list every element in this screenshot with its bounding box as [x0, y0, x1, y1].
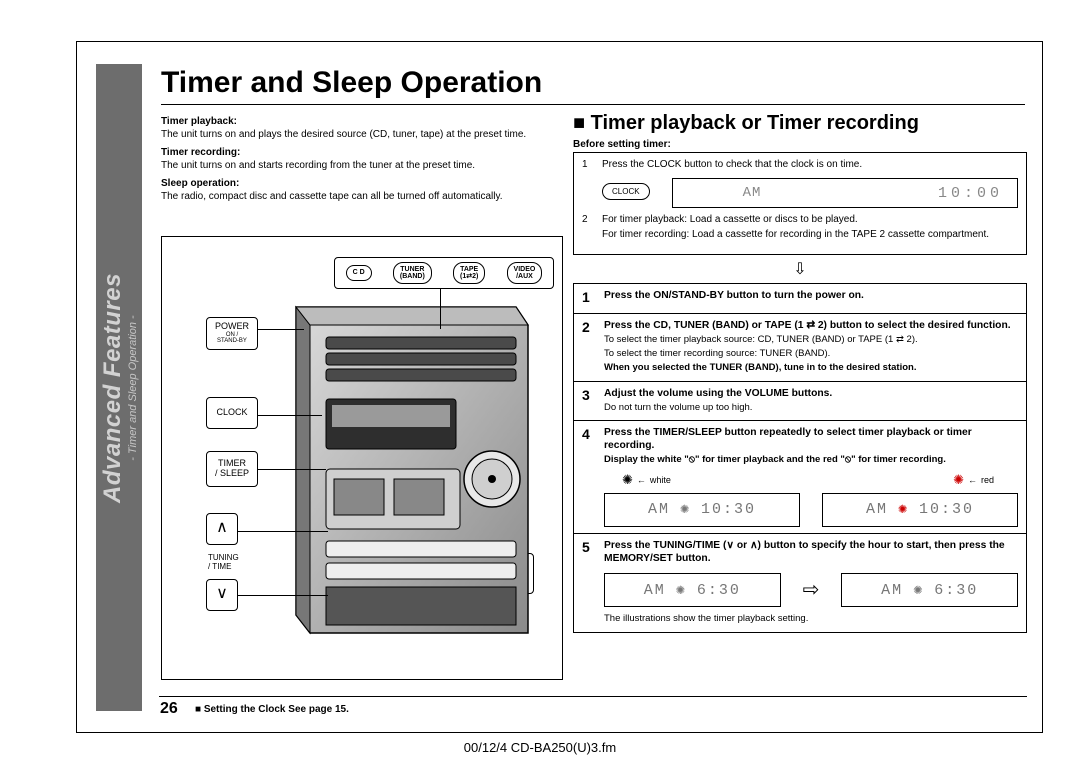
page-title: Timer and Sleep Operation	[161, 66, 542, 100]
step-number: 1	[582, 289, 596, 307]
lcd-time: 6:30	[934, 581, 978, 600]
section-title: ■ Timer playback or Timer recording	[573, 112, 1027, 135]
lcd-display: AM ✺ 6:30	[841, 573, 1018, 607]
clock-label: CLOCK	[206, 397, 258, 429]
step-row: 3 Adjust the volume using the VOLUME but…	[574, 381, 1026, 420]
step-sub: To select the timer playback source: CD,…	[604, 334, 1018, 346]
timer-sleep-label: TIMER / SLEEP	[206, 451, 258, 487]
footer-reference: ■ Setting the Clock See page 15.	[195, 704, 349, 715]
pre-step-text: For timer playback: Load a cassette or d…	[602, 214, 1018, 225]
before-setting-box: 1 Press the CLOCK button to check that t…	[573, 152, 1027, 255]
pre-step-num	[582, 229, 594, 240]
step-row: 1 Press the ON/STAND-BY button to turn t…	[574, 284, 1026, 313]
tuner-button: TUNER (BAND)	[393, 262, 432, 285]
tuning-time-label: TUNING / TIME	[208, 553, 239, 571]
power-label-text: POWER	[209, 322, 255, 332]
lcd-pair: AM ✺ 10:30 AM ✺ 10:30	[604, 493, 1018, 527]
lcd-clock: AM 10:00	[672, 178, 1018, 208]
step-text: Press the TUNING/TIME (∨ or ∧) button to…	[604, 540, 1005, 564]
lcd-am: AM	[866, 500, 888, 519]
step-text: Press the TIMER/SLEEP button repeatedly …	[604, 427, 972, 451]
sidebar: Advanced Features - Timer and Sleep Oper…	[96, 64, 142, 711]
clock-button-icon: CLOCK	[602, 183, 650, 200]
up-arrow-label: ∧	[206, 513, 238, 545]
step-sub: Do not turn the volume up too high.	[604, 402, 1018, 414]
down-arrow-label: ∨	[206, 579, 238, 611]
lcd-am: AM	[644, 581, 666, 600]
desc-text: The unit turns on and starts recording f…	[161, 160, 563, 173]
lcd-pair: AM ✺ 6:30 ⇨ AM ✺ 6:30	[604, 573, 1018, 607]
stereo-diagram: C D TUNER (BAND) TAPE (1⇄2) VIDEO /AUX P…	[161, 236, 563, 680]
lcd-time: 10:30	[701, 500, 756, 519]
step-row: 4 Press the TIMER/SLEEP button repeatedl…	[574, 420, 1026, 533]
pre-step-num: 1	[582, 159, 594, 170]
section-title-text: Timer playback or Timer recording	[591, 112, 919, 134]
lcd-time: 10:30	[919, 500, 974, 519]
step-row: 5 Press the TUNING/TIME (∨ or ∧) button …	[574, 533, 1026, 632]
step-text: Adjust the volume using the VOLUME butto…	[604, 388, 832, 399]
cd-button: C D	[346, 265, 372, 280]
step-sub: Display the white "⦸" for timer playback…	[604, 454, 1018, 466]
step-sub: When you selected the TUNER (BAND), tune…	[604, 362, 1018, 374]
pre-step-num: 2	[582, 214, 594, 225]
lcd-time: 6:30	[697, 581, 741, 600]
title-rule	[161, 104, 1025, 105]
footer-rule	[159, 696, 1027, 697]
page-footer: 00/12/4 CD-BA250(U)3.fm	[0, 740, 1080, 755]
tape-button: TAPE (1⇄2)	[453, 262, 485, 285]
sidebar-subtitle: - Timer and Sleep Operation -	[127, 273, 139, 503]
pre-step-text: Press the CLOCK button to check that the…	[602, 159, 1018, 170]
lcd-am: AM	[881, 581, 903, 600]
desc-text: The radio, compact disc and cassette tap…	[161, 191, 563, 204]
step-number: 5	[582, 539, 596, 626]
desc-text: The unit turns on and plays the desired …	[161, 129, 563, 142]
page-number: 26	[160, 700, 178, 718]
lcd-display: AM ✺ 6:30	[604, 573, 781, 607]
white-indicator-label: white	[650, 475, 671, 487]
step-note: The illustrations show the timer playbac…	[604, 613, 1018, 625]
sidebar-title: Advanced Features	[99, 273, 127, 503]
step-text: Press the CD, TUNER (BAND) or TAPE (1 ⇄ …	[604, 320, 1011, 331]
down-arrow-icon: ⇩	[573, 259, 1027, 279]
desc-heading: Timer playback:	[161, 116, 563, 129]
step-sub: To select the timer recording source: TU…	[604, 348, 1018, 360]
source-selector-callout: C D TUNER (BAND) TAPE (1⇄2) VIDEO /AUX	[334, 257, 554, 289]
before-setting-heading: Before setting timer:	[573, 139, 1027, 150]
step-text: Press the ON/STAND-BY button to turn the…	[604, 290, 864, 301]
steps-table: 1 Press the ON/STAND-BY button to turn t…	[573, 283, 1027, 633]
step-number: 2	[582, 319, 596, 375]
lcd-am: AM	[743, 185, 762, 201]
power-label: POWER ON / STAND-BY	[206, 317, 258, 350]
lcd-am: AM	[648, 500, 670, 519]
red-indicator-label: red	[981, 475, 994, 487]
pre-step-text: For timer recording: Load a cassette for…	[602, 229, 1018, 240]
right-arrow-icon: ⇨	[803, 578, 820, 604]
desc-heading: Sleep operation:	[161, 178, 563, 191]
power-sub-label: ON / STAND-BY	[209, 332, 255, 345]
video-aux-button: VIDEO /AUX	[507, 262, 543, 285]
descriptions: Timer playback: The unit turns on and pl…	[161, 112, 563, 209]
lcd-display: AM ✺ 10:30	[822, 493, 1018, 527]
step-number: 3	[582, 387, 596, 414]
desc-heading: Timer recording:	[161, 147, 563, 160]
lcd-time: 10:00	[938, 185, 1003, 202]
lcd-display: AM ✺ 10:30	[604, 493, 800, 527]
step-number: 4	[582, 426, 596, 527]
right-column: ■ Timer playback or Timer recording Befo…	[573, 112, 1027, 633]
indicator-legend: ✺←white ✺←red	[622, 472, 1018, 489]
stereo-illustration	[270, 301, 530, 661]
step-row: 2 Press the CD, TUNER (BAND) or TAPE (1 …	[574, 313, 1026, 381]
